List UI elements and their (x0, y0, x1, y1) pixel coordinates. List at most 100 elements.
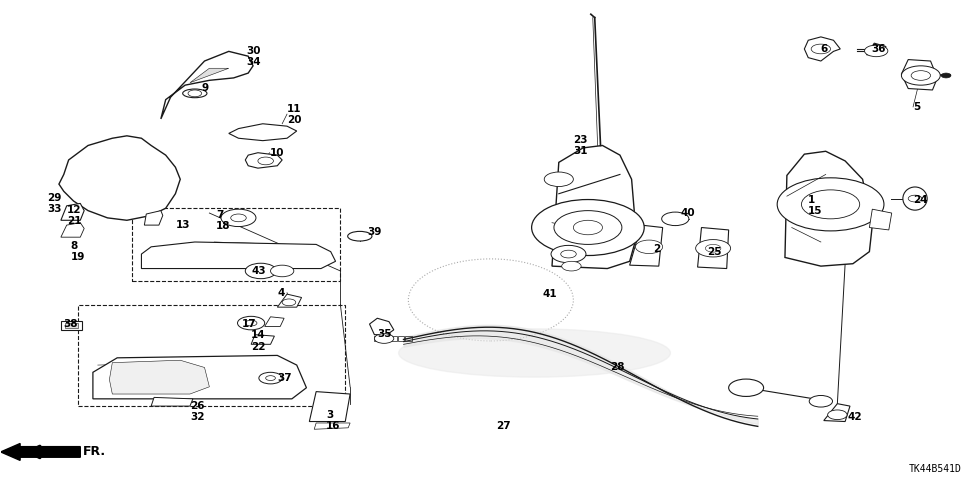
Text: 7
18: 7 18 (216, 210, 230, 231)
Text: 40: 40 (680, 208, 695, 218)
Text: 38: 38 (64, 319, 79, 329)
Text: 26
32: 26 32 (190, 401, 204, 423)
Circle shape (554, 211, 622, 244)
Text: 3
16: 3 16 (326, 410, 340, 431)
Text: 27: 27 (496, 422, 510, 431)
Text: 17: 17 (241, 319, 256, 329)
Polygon shape (869, 209, 891, 230)
Circle shape (237, 317, 264, 330)
Polygon shape (142, 242, 335, 269)
Circle shape (221, 209, 256, 227)
Polygon shape (93, 355, 306, 399)
Text: 43: 43 (251, 266, 265, 276)
Circle shape (245, 320, 257, 326)
Text: TK44B541D: TK44B541D (909, 464, 961, 474)
Text: FR.: FR. (84, 445, 106, 458)
Bar (65, 323, 79, 328)
Circle shape (259, 372, 282, 384)
Polygon shape (698, 227, 729, 269)
Text: 12
21: 12 21 (67, 205, 82, 226)
FancyArrow shape (1, 443, 81, 460)
Polygon shape (314, 423, 350, 429)
Ellipse shape (903, 187, 927, 210)
Circle shape (282, 299, 295, 306)
Text: 6: 6 (821, 44, 828, 54)
Circle shape (230, 214, 246, 222)
Bar (382, 336, 389, 341)
Polygon shape (190, 68, 228, 83)
Text: 39: 39 (367, 227, 382, 237)
Circle shape (802, 190, 859, 219)
Circle shape (778, 178, 884, 231)
Circle shape (265, 376, 275, 380)
Polygon shape (277, 294, 301, 307)
Polygon shape (866, 43, 885, 55)
Text: 1
15: 1 15 (809, 195, 822, 216)
Text: 8
19: 8 19 (71, 241, 85, 262)
Polygon shape (785, 151, 872, 266)
Circle shape (696, 240, 731, 257)
Polygon shape (245, 153, 282, 168)
Bar (398, 336, 404, 341)
Polygon shape (901, 60, 937, 90)
Bar (374, 336, 381, 341)
Polygon shape (309, 392, 350, 422)
Circle shape (270, 265, 294, 277)
Circle shape (864, 45, 887, 57)
Circle shape (827, 410, 847, 420)
Text: 28: 28 (610, 363, 625, 373)
Polygon shape (369, 318, 394, 334)
Polygon shape (59, 136, 180, 220)
Text: 23
31: 23 31 (573, 135, 588, 156)
Polygon shape (61, 203, 85, 220)
Polygon shape (228, 124, 296, 141)
Circle shape (562, 261, 581, 271)
Text: 42: 42 (847, 412, 862, 422)
Ellipse shape (348, 231, 372, 241)
Bar (390, 336, 397, 341)
Text: 29
33: 29 33 (48, 193, 62, 214)
Text: 14
22: 14 22 (251, 331, 265, 351)
Text: 24: 24 (913, 195, 927, 205)
Polygon shape (145, 211, 162, 225)
Circle shape (941, 73, 951, 78)
Circle shape (561, 250, 576, 258)
Text: 25: 25 (708, 247, 722, 257)
Circle shape (810, 395, 832, 407)
Circle shape (729, 379, 764, 396)
Text: 5: 5 (913, 102, 920, 112)
Text: 10: 10 (269, 148, 284, 158)
Circle shape (374, 333, 394, 343)
Text: 41: 41 (542, 289, 557, 299)
Text: 2: 2 (653, 244, 660, 254)
Bar (132, 208, 340, 281)
Polygon shape (61, 223, 85, 237)
Circle shape (636, 240, 663, 254)
Circle shape (258, 157, 273, 165)
Text: 30
34: 30 34 (246, 45, 260, 67)
Text: 37: 37 (277, 373, 292, 383)
Circle shape (245, 263, 276, 279)
Circle shape (812, 44, 830, 54)
Text: 36: 36 (871, 44, 885, 54)
Bar (405, 336, 412, 341)
Circle shape (551, 245, 586, 263)
Polygon shape (805, 37, 840, 61)
Text: 11
20: 11 20 (287, 104, 301, 125)
Polygon shape (160, 51, 253, 119)
Bar (61, 321, 83, 330)
Circle shape (573, 220, 603, 235)
Polygon shape (630, 225, 663, 266)
Circle shape (544, 172, 573, 186)
Text: 4: 4 (277, 287, 285, 298)
Text: 13: 13 (175, 220, 190, 230)
Ellipse shape (399, 329, 671, 377)
Circle shape (188, 90, 201, 97)
Polygon shape (151, 397, 192, 406)
Circle shape (662, 212, 689, 226)
Circle shape (532, 199, 644, 256)
Polygon shape (264, 317, 284, 326)
Polygon shape (110, 360, 209, 394)
Bar (79, 305, 345, 406)
Circle shape (911, 71, 930, 80)
